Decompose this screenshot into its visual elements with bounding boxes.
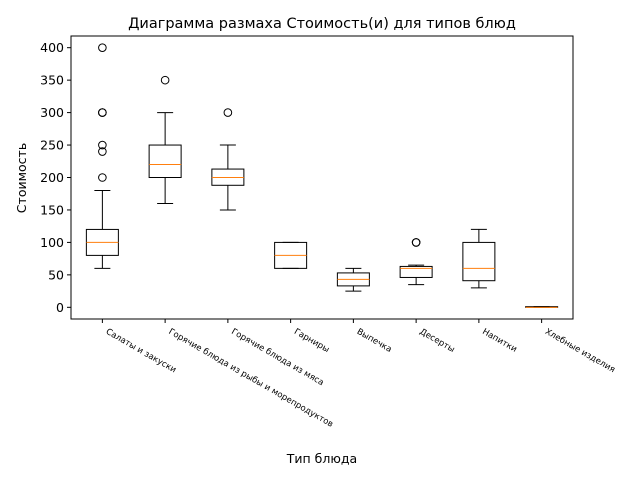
plot-frame bbox=[70, 35, 574, 320]
y-tick-label: 250 bbox=[40, 138, 64, 153]
y-tick-label: 50 bbox=[48, 267, 64, 282]
x-tick-label: Хлебные изделия bbox=[543, 327, 617, 375]
y-tick-label: 100 bbox=[40, 235, 64, 250]
y-tick-label: 0 bbox=[56, 300, 64, 315]
y-tick-label: 400 bbox=[40, 40, 64, 55]
outlier-point bbox=[98, 173, 107, 182]
chart-title: Диаграмма размаха Стоимость(и) для типов… bbox=[128, 16, 516, 32]
y-axis-label: Стоимость bbox=[14, 143, 29, 213]
box bbox=[399, 265, 433, 278]
x-tick-label: Выпечка bbox=[355, 327, 394, 355]
outlier-point bbox=[160, 75, 170, 85]
outlier-point bbox=[411, 238, 421, 247]
outlier-point bbox=[98, 147, 107, 156]
x-tick-label: Гарниры bbox=[292, 327, 331, 355]
x-tick-label: Напитки bbox=[480, 327, 518, 355]
x-tick-label: Десерты bbox=[418, 327, 457, 355]
outlier-point bbox=[98, 108, 107, 117]
y-tick-label: 300 bbox=[40, 105, 64, 120]
outlier-point bbox=[223, 108, 233, 117]
y-tick-label: 150 bbox=[40, 202, 64, 217]
outlier-point bbox=[98, 140, 107, 150]
box bbox=[148, 144, 182, 178]
box bbox=[462, 241, 496, 282]
outlier-point bbox=[98, 43, 107, 52]
y-tick-label: 200 bbox=[40, 170, 64, 185]
y-tick-label: 350 bbox=[40, 73, 64, 88]
x-axis-label: Тип блюда bbox=[286, 451, 357, 466]
